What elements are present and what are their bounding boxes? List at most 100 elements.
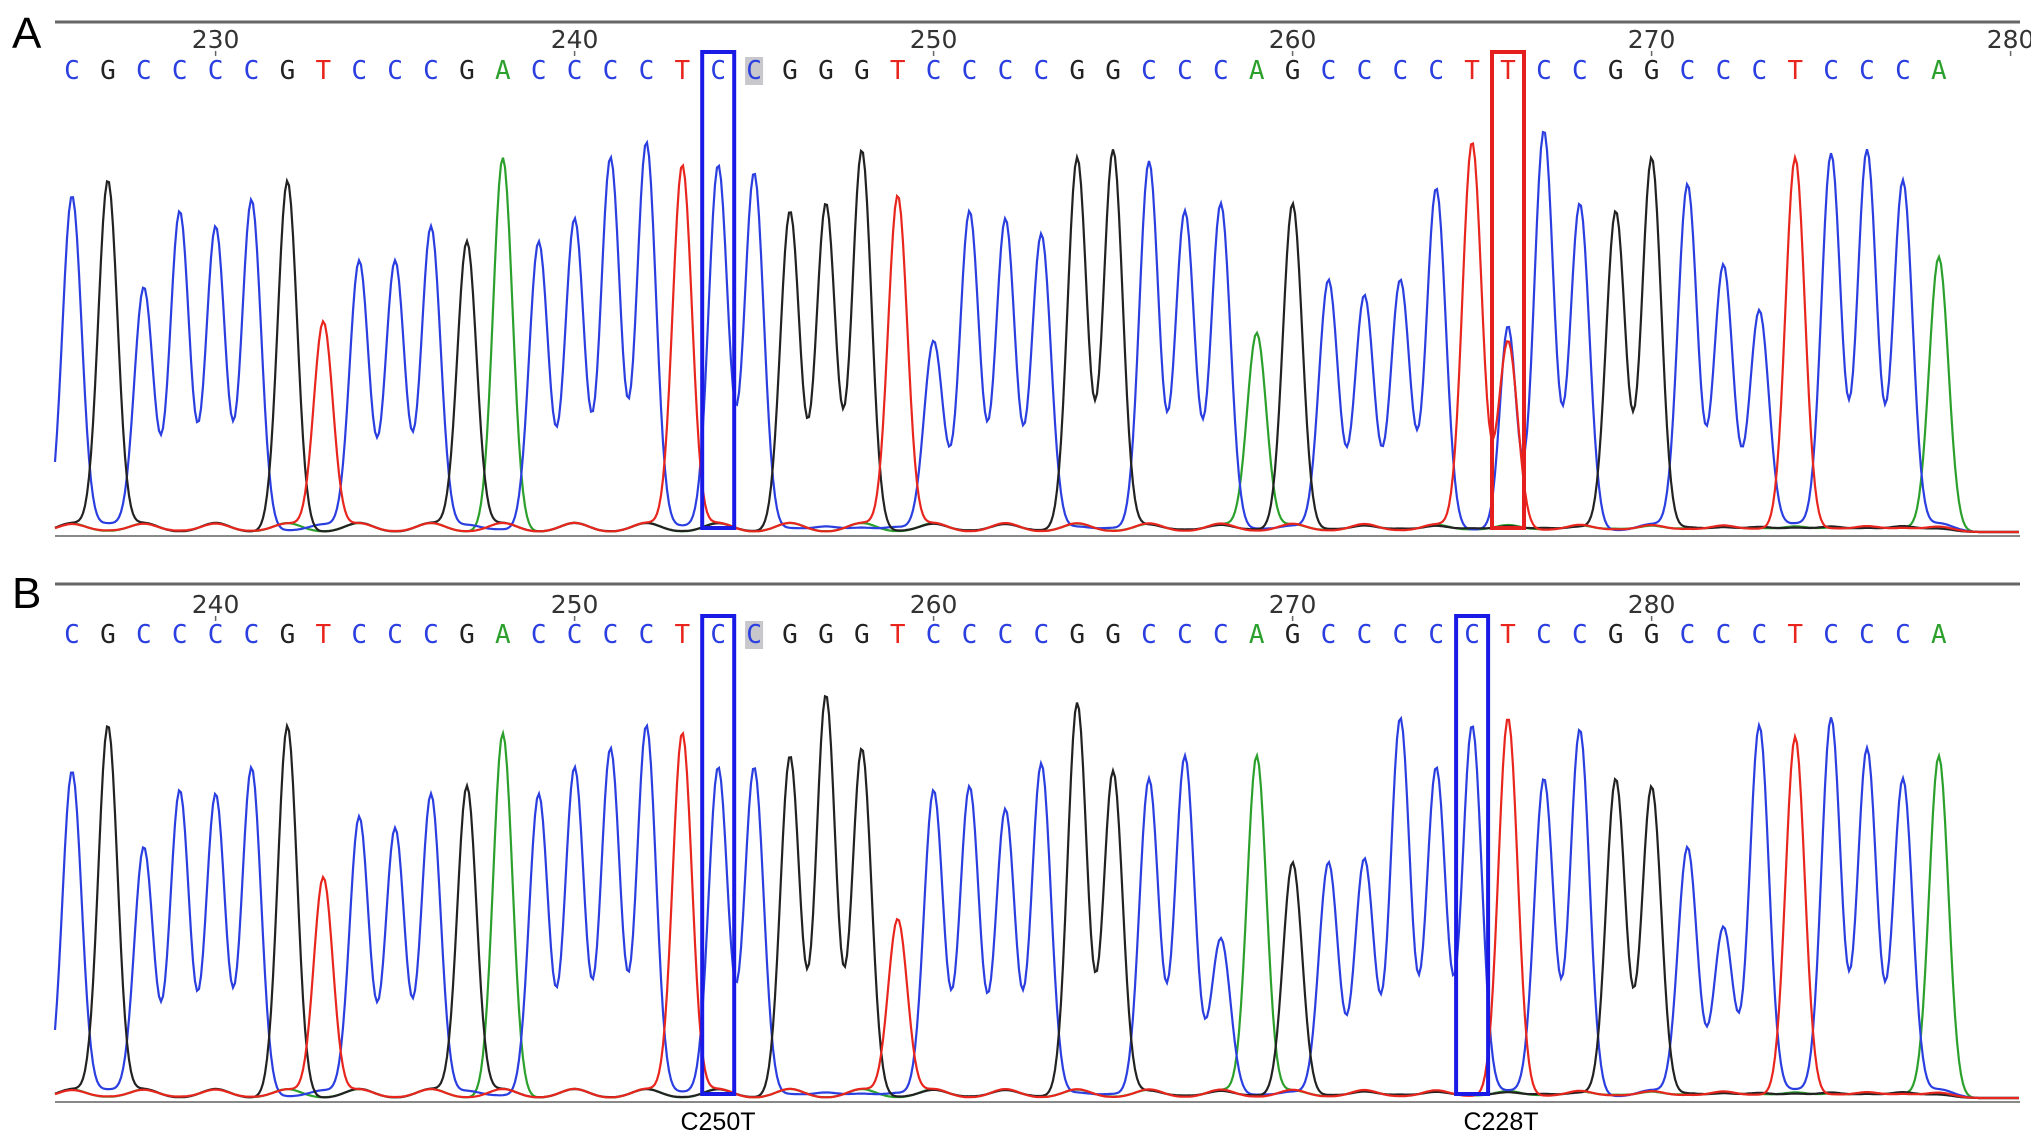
- base-call: C: [172, 620, 188, 650]
- base-call: T: [1787, 620, 1803, 650]
- base-call: C: [136, 56, 152, 86]
- base-call: C: [387, 56, 403, 86]
- position-label: 240: [551, 25, 599, 54]
- panel-letter: A: [12, 9, 42, 58]
- base-call: C: [1392, 56, 1408, 86]
- base-call: C: [1895, 56, 1911, 86]
- base-call: C: [64, 56, 80, 86]
- base-call: C: [1141, 620, 1157, 650]
- base-call: C: [1859, 620, 1875, 650]
- base-call: G: [854, 56, 870, 86]
- base-call: G: [1105, 620, 1121, 650]
- base-call: C: [603, 56, 619, 86]
- highlight-box-blue: [700, 614, 737, 1096]
- panel-letter: B: [12, 569, 41, 618]
- base-call: C: [351, 56, 367, 86]
- base-call: C: [1572, 56, 1588, 86]
- base-call: C: [998, 620, 1014, 650]
- base-call: G: [100, 56, 116, 86]
- base-call: T: [674, 620, 690, 650]
- base-call: G: [854, 620, 870, 650]
- base-call: C: [1751, 620, 1767, 650]
- position-label: 270: [1628, 25, 1676, 54]
- trace-c: [53, 130, 2019, 534]
- base-call: C: [1823, 56, 1839, 86]
- position-label: 240: [192, 590, 240, 619]
- position-label: 270: [1269, 590, 1317, 619]
- base-call: G: [1608, 56, 1624, 86]
- base-call: G: [782, 56, 798, 86]
- base-call: C: [1536, 56, 1552, 86]
- base-call: G: [1105, 56, 1121, 86]
- base-call: C: [64, 620, 80, 650]
- base-call: C: [1357, 56, 1373, 86]
- base-call: C: [531, 620, 547, 650]
- highlight-box-red: [1490, 50, 1526, 530]
- base-call: C: [1680, 56, 1696, 86]
- base-call: C: [998, 56, 1014, 86]
- base-call: A: [1249, 56, 1265, 86]
- base-call: G: [280, 56, 296, 86]
- base-call: C: [244, 620, 260, 650]
- highlight-box-blue: [700, 50, 737, 530]
- base-call: C: [1572, 620, 1588, 650]
- base-call: G: [1608, 620, 1624, 650]
- base-call: T: [1787, 56, 1803, 86]
- shaded-base: [745, 57, 764, 85]
- base-call: C: [1464, 620, 1480, 650]
- base-call: G: [100, 620, 116, 650]
- trace-t: [54, 142, 2019, 534]
- base-call: C: [1321, 620, 1337, 650]
- base-call: C: [710, 56, 726, 86]
- base-call: G: [280, 620, 296, 650]
- base-call: C: [136, 620, 152, 650]
- base-call: T: [1500, 620, 1516, 650]
- base-call: C: [639, 56, 655, 86]
- base-call: C: [746, 56, 762, 86]
- base-call: T: [890, 620, 906, 650]
- base-call: C: [1177, 620, 1193, 650]
- position-label: 230: [192, 25, 240, 54]
- base-call: C: [962, 56, 978, 86]
- base-call: C: [1321, 56, 1337, 86]
- base-call: T: [315, 56, 331, 86]
- base-call: C: [244, 56, 260, 86]
- base-call: C: [1716, 620, 1732, 650]
- base-call: C: [208, 620, 224, 650]
- base-call: C: [1213, 56, 1229, 86]
- base-call: C: [1859, 56, 1875, 86]
- base-call: C: [746, 620, 762, 650]
- trace-g: [54, 148, 2019, 534]
- position-label: 250: [551, 590, 599, 619]
- base-call: C: [1033, 620, 1049, 650]
- base-call: A: [1931, 620, 1947, 650]
- base-call: T: [674, 56, 690, 86]
- trace-t: [54, 718, 2019, 1100]
- base-call: C: [1428, 620, 1444, 650]
- position-label: 280: [1628, 590, 1676, 619]
- shaded-base: [745, 621, 764, 649]
- base-call: A: [1249, 620, 1265, 650]
- mutation-label-c250t: C250T: [680, 1108, 755, 1136]
- base-call: A: [1931, 56, 1947, 86]
- base-call: G: [1069, 620, 1085, 650]
- base-call: C: [1823, 620, 1839, 650]
- base-call: G: [1285, 56, 1301, 86]
- base-call: C: [567, 620, 583, 650]
- base-call: G: [818, 620, 834, 650]
- mutation-labels: C250T C228T: [680, 1108, 1538, 1136]
- base-call: C: [926, 620, 942, 650]
- base-call: C: [208, 56, 224, 86]
- position-label: 280: [1987, 25, 2031, 54]
- base-call: C: [1141, 56, 1157, 86]
- base-call: G: [459, 56, 475, 86]
- base-call: C: [531, 56, 547, 86]
- base-call: C: [1751, 56, 1767, 86]
- base-call: C: [639, 620, 655, 650]
- base-call: G: [818, 56, 834, 86]
- base-call: C: [172, 56, 188, 86]
- base-call: G: [1069, 56, 1085, 86]
